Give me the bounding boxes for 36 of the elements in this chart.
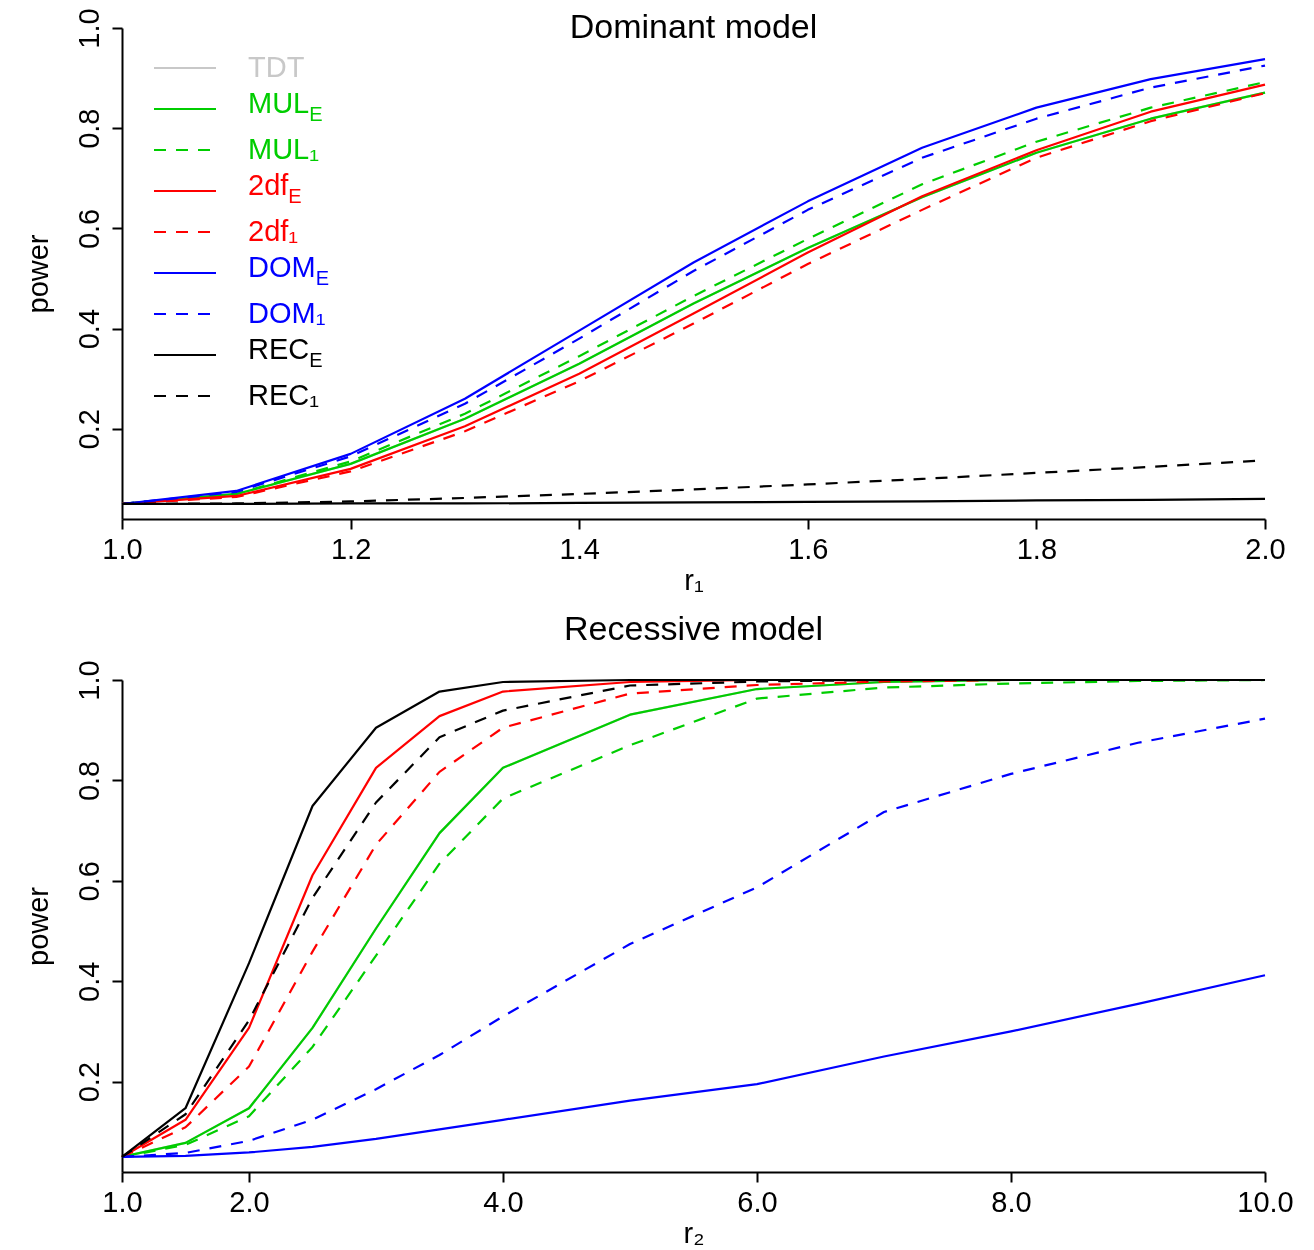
x-tick-label: 1.4	[559, 532, 600, 565]
x-tick-label: 1.6	[788, 532, 829, 565]
legend-label: DOM₁	[248, 296, 326, 331]
legend-label: MUL₁	[248, 132, 320, 167]
y-tick-label: 0.6	[72, 861, 105, 902]
x-tick-label: 2.0	[1245, 532, 1286, 565]
x-tick-label: 6.0	[737, 1185, 778, 1218]
y-tick-label: 0.4	[72, 961, 105, 1002]
legend-label: MUL$_{E}$	[248, 85, 323, 127]
x-tick-label: 8.0	[991, 1185, 1032, 1218]
x-axis-title: r₂	[683, 1216, 705, 1249]
y-tick-label: 0.4	[72, 308, 105, 350]
y-tick-label: 1.0	[72, 660, 105, 701]
x-tick-label: 4.0	[483, 1185, 524, 1218]
y-tick-label: 0.6	[72, 208, 105, 250]
chart-title: Recessive model	[563, 608, 824, 648]
y-tick-label: 1.0	[72, 8, 105, 49]
x-tick-label: 1.0	[102, 1185, 143, 1218]
legend-label: 2df₁	[248, 214, 299, 249]
legend-label: REC₁	[248, 378, 320, 413]
y-tick-label: 0.8	[72, 108, 105, 149]
y-axis-title: power	[21, 886, 54, 966]
x-axis-title: r₁	[684, 563, 704, 596]
y-tick-label: 0.2	[72, 1061, 105, 1103]
y-tick-label: 0.2	[72, 409, 105, 450]
x-tick-label: 2.0	[229, 1185, 270, 1218]
x-tick-label: 1.0	[102, 532, 143, 565]
y-axis-title: power	[21, 234, 54, 314]
x-tick-label: 1.8	[1016, 532, 1058, 565]
chart-title: Dominant model	[568, 6, 819, 46]
y-tick-label: 0.8	[72, 760, 105, 802]
x-tick-label: 1.2	[330, 532, 372, 565]
x-tick-label: 10.0	[1237, 1185, 1294, 1218]
legend-label: 2df$_{E}$	[248, 167, 302, 209]
legend-label: REC$_{E}$	[248, 331, 323, 373]
legend-label: DOM$_{E}$	[248, 249, 330, 291]
